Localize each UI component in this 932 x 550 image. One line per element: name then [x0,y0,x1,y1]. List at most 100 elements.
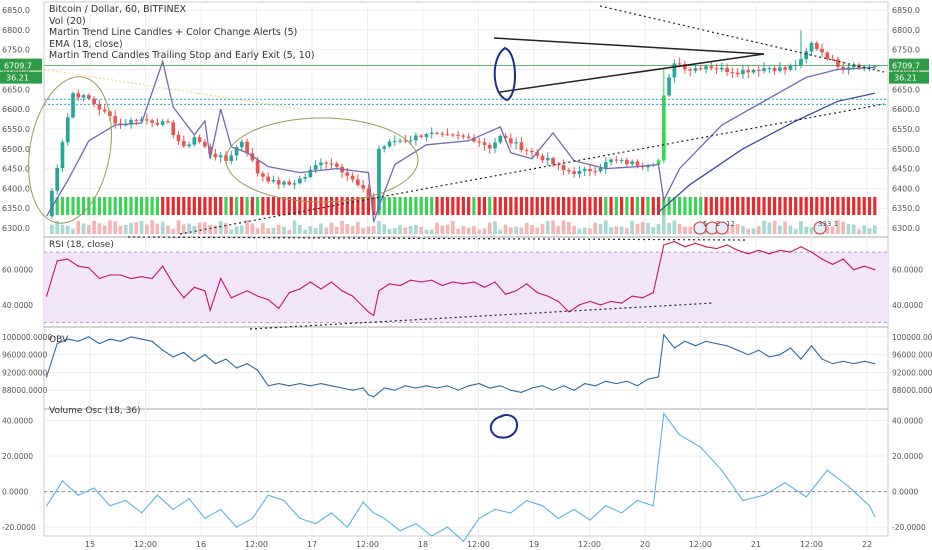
obv-point [373,396,375,398]
legend-indicator-1[interactable]: Martin Trend Line Candles + Color Change… [49,27,298,38]
rsi-point [715,247,718,250]
trend-bar [825,197,829,215]
candle-body [661,95,666,161]
countdown-label-bg [889,71,929,84]
volume-bar [118,225,123,234]
trend-bar [831,197,835,215]
obv-point [77,340,79,342]
trend-bar [482,197,487,215]
volume-bar [741,226,745,234]
volume-bar [619,226,624,234]
y-tick-label: 20.0000 [892,452,923,461]
event-count: 5 [703,220,707,228]
volume-osc-point [868,505,871,507]
legend-vol[interactable]: Vol (20) [49,15,86,27]
candle-body [683,64,687,70]
obv-point [657,376,660,378]
y-tick-label-left: 6550.0 [2,125,30,134]
trend-bar [92,197,96,215]
obv-point [257,369,259,371]
trend-bar [140,197,144,215]
trend-bar [445,197,450,215]
obv-point [436,387,438,389]
y-tick-label: 60.0000 [892,266,923,275]
candle-body [371,197,376,211]
legend-symbol[interactable]: Bitcoin / Dollar, 60, BITFINEX [49,4,187,15]
rsi-point [410,279,412,281]
trend-bar [213,197,218,215]
candle-body [398,140,402,142]
trend-bar [461,197,465,215]
obv-point [246,362,248,365]
rsi-title[interactable]: RSI (18, close) [49,240,114,250]
volume-osc-point [61,480,64,482]
obv-point [367,394,370,396]
y-tick-label: 40.0000 [892,301,923,310]
obv-point [130,336,132,338]
volume-bar [261,223,265,234]
obv-point [636,385,639,387]
trend-bar [604,197,608,215]
trend-bar [757,197,761,215]
rsi-point [257,295,259,297]
candle-body [203,141,207,147]
osc-title[interactable]: Volume Osc (18, 36) [49,406,141,416]
obv-point [341,387,343,389]
candle-body [709,66,714,69]
rsi-point [288,291,290,294]
candle-body [588,169,592,172]
trend-bar [709,197,713,215]
rsi-point [109,274,111,276]
volume-osc-point [415,522,417,525]
volume-bar [551,220,555,234]
candle-body [593,171,598,173]
trend-bar [298,197,302,215]
volume-osc-point [220,508,222,510]
volume-osc-point [589,519,591,521]
y-tick-label-left: 6400.0 [2,184,30,193]
ema-line [46,59,875,223]
trend-bar [614,197,618,215]
volume-bar [139,220,144,234]
obv-point [214,362,217,365]
volume-bar [255,228,260,234]
rsi-point [209,309,211,311]
candle-body [213,153,218,158]
event-count: 333 1 [818,220,838,228]
candle-body [271,180,276,182]
obv-line [46,333,875,398]
candle-body [556,164,561,166]
trend-bar [308,197,312,215]
volume-osc-point [330,512,333,514]
y-tick-label: 6750.0 [892,46,920,55]
trend-bar [815,197,819,215]
volume-bar [334,226,339,234]
candle-body [292,183,297,185]
y-tick-label-left: -20.0000 [2,523,36,532]
y-tick-label: 6600.0 [892,105,920,114]
candle-body [751,69,756,73]
legend-indicator-2[interactable]: EMA (18, close) [49,38,123,50]
obv-title[interactable]: OBV [49,335,69,345]
trend-bar [176,197,181,215]
volume-bar [535,227,540,234]
volume-bar [250,223,255,234]
rsi-point [726,244,728,246]
volume-bar [102,225,107,234]
x-tick-label: 12:00 [134,540,157,549]
candle-body [282,181,286,185]
y-tick-label-left: 6500.0 [2,145,30,154]
rsi-point [388,283,391,285]
x-tick-label: 22 [862,540,872,549]
volume-bar [377,221,381,234]
hand-drawn-circle [489,414,518,439]
legend-indicator-3[interactable]: Martin Trend Candles Trailing Stop and E… [49,50,315,61]
obv-point [235,367,238,369]
obv-point [584,382,586,385]
volume-bar [730,224,735,234]
trend-bar [456,197,460,215]
volume-bar [646,222,650,234]
rsi-point [119,274,122,276]
